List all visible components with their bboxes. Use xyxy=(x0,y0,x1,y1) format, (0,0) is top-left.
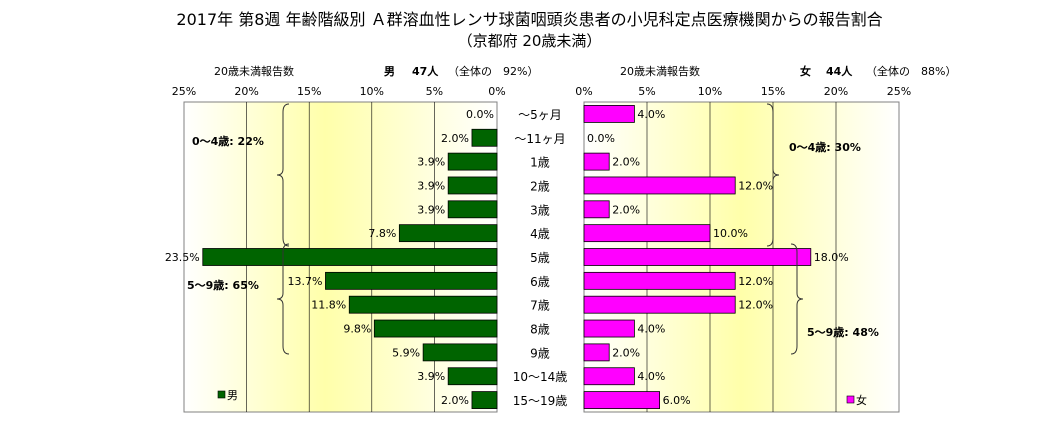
female-value-label: 4.0% xyxy=(637,108,665,121)
female-header-caption: 20歳未満報告数 xyxy=(620,65,700,78)
female-value-label: 12.0% xyxy=(738,275,773,288)
category-label: 1歳 xyxy=(530,156,550,170)
female-value-label: 2.0% xyxy=(612,203,640,216)
female-5-9-annotation: 5～9歳: 48% xyxy=(807,325,879,339)
male-value-label: 2.0% xyxy=(441,132,469,145)
male-value-label: 0.0% xyxy=(466,108,494,121)
male-bar xyxy=(373,319,498,338)
male-0-4-annotation: 0～4歳: 22% xyxy=(192,134,264,148)
category-label: ～5ヶ月 xyxy=(518,108,562,122)
female-tick-label: 25% xyxy=(887,85,911,98)
female-value-label: 12.0% xyxy=(738,179,773,192)
category-label: ～11ヶ月 xyxy=(514,132,565,146)
female-value-label: 18.0% xyxy=(814,251,849,264)
male-tick-label: 20% xyxy=(234,85,258,98)
male-value-label: 11.8% xyxy=(311,299,346,312)
male-value-label: 13.7% xyxy=(288,275,323,288)
female-bar xyxy=(583,176,736,195)
female-bar xyxy=(583,248,812,266)
female-value-label: 4.0% xyxy=(637,323,665,336)
category-label: 9歳 xyxy=(530,346,550,360)
female-bar xyxy=(583,319,635,338)
male-value-label: 7.8% xyxy=(368,227,396,240)
female-tick-label: 5% xyxy=(638,85,655,98)
female-bar xyxy=(583,295,736,314)
male-bar xyxy=(398,224,498,243)
male-tick-label: 5% xyxy=(426,85,443,98)
category-label: 8歳 xyxy=(530,323,550,337)
female-bar xyxy=(583,224,711,243)
male-tick-label: 0% xyxy=(488,85,505,98)
male-header-share: （全体の 92%） xyxy=(448,65,539,78)
chart-subtitle: （京都府 20歳未満） xyxy=(457,32,602,50)
male-5-9-brace xyxy=(276,243,290,355)
female-bar xyxy=(583,343,610,362)
female-bar xyxy=(583,105,635,123)
category-label: 4歳 xyxy=(530,227,550,241)
male-0-4-brace xyxy=(276,103,290,247)
female-legend-label: 女 xyxy=(856,393,867,407)
female-value-label: 2.0% xyxy=(612,156,640,169)
male-value-label: 9.8% xyxy=(343,323,371,336)
male-value-label: 3.9% xyxy=(417,179,445,192)
male-value-label: 3.9% xyxy=(417,156,445,169)
female-value-label: 2.0% xyxy=(612,346,640,359)
female-bar xyxy=(583,271,736,290)
female-tick-label: 0% xyxy=(575,85,592,98)
female-value-label: 10.0% xyxy=(713,227,748,240)
category-label: 7歳 xyxy=(530,299,550,313)
female-value-label: 6.0% xyxy=(663,394,691,407)
female-value-label: 4.0% xyxy=(637,370,665,383)
male-tick-label: 25% xyxy=(172,85,196,98)
male-bar xyxy=(325,271,498,290)
category-label: 5歳 xyxy=(530,251,550,265)
male-bar xyxy=(447,200,498,219)
male-bar xyxy=(447,152,498,171)
male-header-caption: 20歳未満報告数 xyxy=(214,65,294,78)
female-legend-swatch xyxy=(846,395,855,404)
male-value-label: 23.5% xyxy=(165,251,200,264)
female-bar xyxy=(583,152,610,171)
female-value-label: 0.0% xyxy=(587,132,615,145)
category-label: 15～19歳 xyxy=(513,394,568,408)
male-legend-swatch xyxy=(217,390,226,399)
female-bar xyxy=(583,367,635,386)
female-tick-label: 20% xyxy=(824,85,848,98)
male-tick-label: 15% xyxy=(297,85,321,98)
female-0-4-brace xyxy=(766,103,780,247)
female-header-sex: 女 xyxy=(800,65,811,78)
male-value-label: 3.9% xyxy=(417,370,445,383)
female-value-label: 12.0% xyxy=(738,299,773,312)
male-bar xyxy=(422,343,498,362)
male-header-sex: 男 xyxy=(384,65,395,78)
category-label: 3歳 xyxy=(530,203,550,217)
male-bar xyxy=(348,295,498,314)
category-label: 6歳 xyxy=(530,275,550,289)
female-bar xyxy=(583,200,610,219)
female-tick-label: 15% xyxy=(761,85,785,98)
male-value-label: 3.9% xyxy=(417,203,445,216)
female-0-4-annotation: 0～4歳: 30% xyxy=(789,140,861,154)
male-5-9-annotation: 5～9歳: 65% xyxy=(187,278,259,292)
male-header-count: 47人 xyxy=(412,65,439,78)
female-bar xyxy=(583,391,660,409)
category-label: 10～14歳 xyxy=(513,370,568,384)
male-bar xyxy=(471,391,498,409)
male-bar xyxy=(447,176,498,195)
male-tick-label: 10% xyxy=(360,85,384,98)
chart-title: 2017年 第8週 年齢階級別 Ａ群溶血性レンサ球菌咽頭炎患者の小児科定点医療機… xyxy=(176,10,883,29)
female-tick-label: 10% xyxy=(698,85,722,98)
male-bar xyxy=(447,367,498,386)
male-value-label: 5.9% xyxy=(392,346,420,359)
male-bar xyxy=(471,128,498,147)
male-bar xyxy=(202,248,498,266)
female-5-9-brace xyxy=(790,243,804,355)
male-legend-label: 男 xyxy=(227,389,238,402)
category-label: 2歳 xyxy=(530,179,550,193)
female-header-count: 44人 xyxy=(826,65,853,78)
male-value-label: 2.0% xyxy=(441,394,469,407)
female-header-share: （全体の 88%） xyxy=(866,65,957,78)
